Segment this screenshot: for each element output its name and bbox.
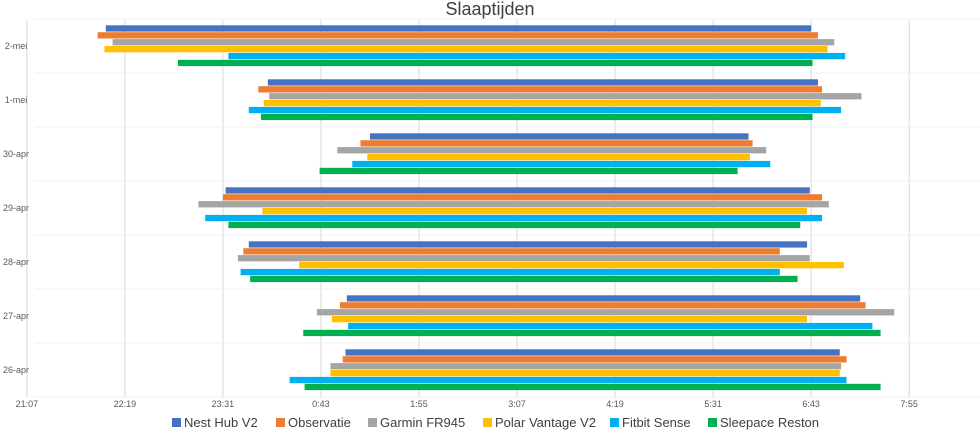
bar-sleepace-reston-1-mei bbox=[261, 113, 813, 121]
bar-observatie-27-apr bbox=[340, 302, 866, 309]
chart-title: Slaaptijden bbox=[445, 0, 534, 19]
y-axis-labels: 2-mei 1-mei 30-apr 29-apr 28-apr 27-apr 26-apr bbox=[3, 41, 29, 375]
x-tick-label: 22:19 bbox=[114, 399, 137, 409]
bar-polar-vantage-v2-28-apr bbox=[299, 262, 844, 269]
bar-observatie-29-apr bbox=[222, 194, 823, 201]
legend-swatch bbox=[368, 418, 377, 427]
bar-garmin-fr945-29-apr bbox=[198, 201, 829, 208]
legend-label: Garmin FR945 bbox=[380, 415, 465, 430]
legend-swatch bbox=[708, 418, 717, 427]
y-tick-label: 1-mei bbox=[5, 95, 28, 105]
y-tick-label: 29-apr bbox=[3, 203, 29, 213]
bar-garmin-fr945-26-apr bbox=[330, 363, 842, 370]
bar-nest-hub-v2-28-apr bbox=[248, 241, 808, 248]
bar-sleepace-reston-2-mei bbox=[177, 59, 813, 67]
bar-sleepace-reston-27-apr bbox=[303, 329, 881, 337]
bar-nest-hub-v2-26-apr bbox=[345, 349, 840, 356]
legend-label: Polar Vantage V2 bbox=[495, 415, 596, 430]
bar-observatie-26-apr bbox=[342, 356, 847, 363]
bar-polar-vantage-v2-30-apr bbox=[367, 154, 750, 161]
legend: Nest Hub V2 Observatie Garmin FR945 Polar V… bbox=[172, 415, 819, 430]
bar-fitbit-sense-30-apr bbox=[352, 160, 771, 168]
bar-sleepace-reston-30-apr bbox=[319, 167, 738, 175]
y-tick-label: 30-apr bbox=[3, 149, 29, 159]
bar-polar-vantage-v2-2-mei bbox=[104, 46, 828, 53]
bar-garmin-fr945-28-apr bbox=[237, 255, 810, 262]
y-tick-label: 28-apr bbox=[3, 257, 29, 267]
bar-observatie-28-apr bbox=[243, 248, 780, 255]
x-tick-label: 21:07 bbox=[16, 399, 39, 409]
bar-nest-hub-v2-29-apr bbox=[225, 187, 810, 194]
bar-nest-hub-v2-30-apr bbox=[369, 133, 749, 140]
bar-observatie-30-apr bbox=[360, 140, 753, 147]
x-tick-label: 4:19 bbox=[606, 399, 624, 409]
x-tick-label: 7:55 bbox=[900, 399, 918, 409]
bar-polar-vantage-v2-29-apr bbox=[262, 208, 808, 215]
bar-fitbit-sense-27-apr bbox=[348, 322, 873, 330]
bar-garmin-fr945-27-apr bbox=[316, 309, 895, 316]
bar-observatie-2-mei bbox=[97, 32, 818, 39]
bar-polar-vantage-v2-26-apr bbox=[330, 370, 840, 377]
bar-fitbit-sense-29-apr bbox=[205, 214, 823, 222]
bar-fitbit-sense-1-mei bbox=[248, 106, 842, 114]
bar-polar-vantage-v2-1-mei bbox=[263, 100, 821, 107]
bar-nest-hub-v2-27-apr bbox=[346, 295, 861, 302]
legend-swatch bbox=[276, 418, 285, 427]
bar-sleepace-reston-26-apr bbox=[304, 383, 881, 391]
bar-garmin-fr945-2-mei bbox=[112, 39, 835, 46]
x-tick-label: 5:31 bbox=[704, 399, 722, 409]
bar-garmin-fr945-1-mei bbox=[269, 93, 862, 100]
x-tick-label: 23:31 bbox=[212, 399, 235, 409]
bars-layer bbox=[97, 25, 895, 391]
bar-fitbit-sense-28-apr bbox=[240, 268, 780, 276]
legend-swatch bbox=[483, 418, 492, 427]
legend-label: Observatie bbox=[288, 415, 351, 430]
x-tick-label: 0:43 bbox=[312, 399, 330, 409]
bar-polar-vantage-v2-27-apr bbox=[331, 316, 808, 323]
legend-label: Nest Hub V2 bbox=[184, 415, 258, 430]
bar-fitbit-sense-26-apr bbox=[289, 376, 847, 384]
legend-swatch bbox=[610, 418, 619, 427]
bar-fitbit-sense-2-mei bbox=[228, 52, 846, 60]
legend-label: Sleepace Reston bbox=[720, 415, 819, 430]
legend-swatch bbox=[172, 418, 181, 427]
bar-garmin-fr945-30-apr bbox=[337, 147, 767, 154]
bar-sleepace-reston-29-apr bbox=[228, 221, 801, 229]
y-tick-label: 27-apr bbox=[3, 311, 29, 321]
x-axis-labels: 21:07 22:19 23:31 0:43 1:55 3:07 4:19 5:31 6:43 7… bbox=[16, 399, 918, 409]
bar-observatie-1-mei bbox=[258, 86, 823, 93]
x-tick-label: 3:07 bbox=[508, 399, 526, 409]
legend-label: Fitbit Sense bbox=[622, 415, 691, 430]
x-tick-label: 6:43 bbox=[802, 399, 820, 409]
y-tick-label: 2-mei bbox=[5, 41, 28, 51]
bar-nest-hub-v2-1-mei bbox=[267, 79, 818, 86]
y-tick-label: 26-apr bbox=[3, 365, 29, 375]
bar-sleepace-reston-28-apr bbox=[250, 275, 798, 283]
bar-nest-hub-v2-2-mei bbox=[105, 25, 812, 32]
x-tick-label: 1:55 bbox=[410, 399, 428, 409]
